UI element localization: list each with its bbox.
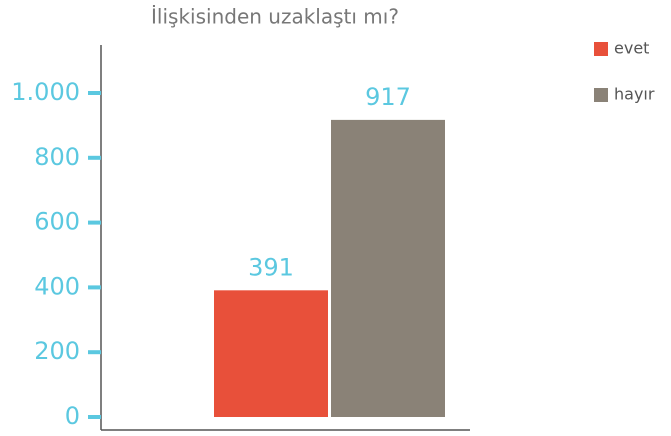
y-tick-label: 200	[34, 337, 80, 365]
legend-label: evet	[614, 39, 649, 58]
bar	[214, 290, 328, 417]
bar	[331, 119, 445, 417]
legend-swatch	[594, 88, 608, 102]
y-tick-label: 800	[34, 143, 80, 171]
y-tick-label: 0	[65, 402, 80, 430]
data-label: 391	[248, 253, 294, 281]
y-tick-label: 600	[34, 208, 80, 236]
legend-swatch	[594, 42, 608, 56]
legend-label: hayır	[614, 85, 655, 104]
y-tick-label: 1.000	[11, 78, 80, 106]
data-label: 917	[365, 83, 411, 111]
y-tick-label: 400	[34, 272, 80, 300]
chart-title: İlişkisinden uzaklaştı mı?	[151, 5, 399, 29]
